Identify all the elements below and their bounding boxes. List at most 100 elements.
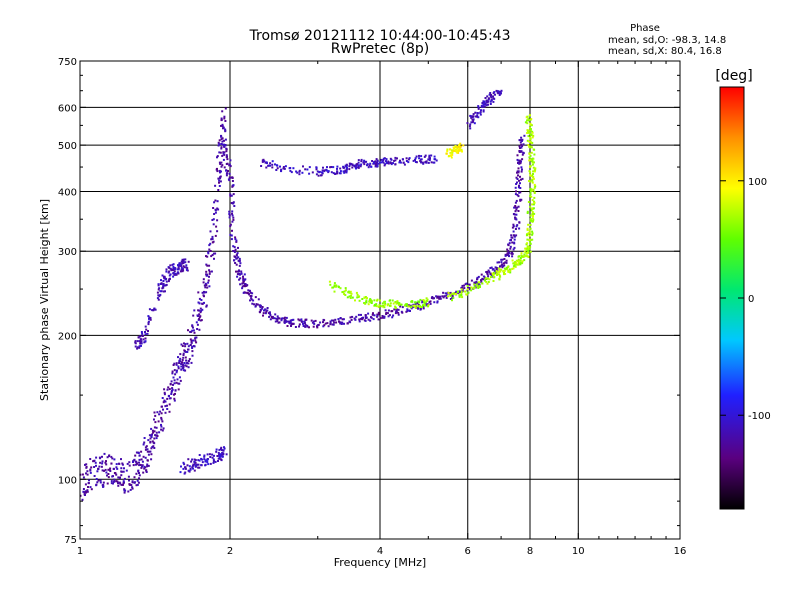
- data-point: [259, 311, 261, 314]
- data-point: [500, 268, 503, 271]
- data-point: [157, 298, 160, 301]
- data-point: [169, 397, 172, 400]
- data-point: [370, 316, 372, 319]
- data-point: [455, 146, 458, 149]
- data-point: [82, 488, 85, 490]
- data-point: [220, 453, 222, 456]
- data-point: [364, 319, 367, 322]
- data-point: [356, 163, 359, 166]
- data-point: [204, 282, 207, 285]
- data-point: [383, 164, 386, 167]
- data-point: [298, 323, 301, 326]
- data-point: [486, 277, 489, 280]
- data-point: [266, 162, 268, 165]
- data-point: [276, 167, 279, 170]
- data-point: [98, 465, 101, 468]
- data-point: [290, 323, 293, 326]
- data-point: [326, 322, 329, 325]
- data-point: [193, 331, 196, 334]
- data-point: [354, 166, 357, 169]
- data-point: [424, 301, 427, 304]
- data-point: [383, 316, 386, 319]
- data-point: [523, 134, 526, 137]
- data-point: [502, 265, 504, 268]
- data-point: [257, 298, 260, 301]
- data-point: [530, 118, 533, 121]
- data-point: [224, 120, 227, 122]
- data-point: [410, 307, 413, 310]
- data-point: [430, 297, 433, 299]
- data-point: [528, 159, 531, 162]
- data-point: [478, 281, 481, 284]
- data-point: [470, 121, 473, 124]
- grid-lines: [80, 61, 680, 539]
- data-point: [179, 264, 182, 267]
- data-point: [519, 150, 521, 153]
- data-point: [166, 388, 169, 391]
- data-point: [387, 309, 390, 312]
- data-point: [186, 351, 189, 353]
- data-point: [529, 250, 532, 253]
- data-point: [144, 337, 147, 340]
- data-point: [424, 154, 427, 157]
- data-point: [160, 405, 163, 408]
- data-point: [452, 292, 455, 295]
- data-point: [99, 479, 102, 482]
- data-point: [497, 90, 500, 93]
- data-point: [99, 481, 102, 484]
- data-point: [504, 253, 507, 256]
- data-point: [371, 313, 374, 316]
- data-point: [512, 262, 515, 265]
- data-point: [180, 362, 183, 365]
- y-tick-label: 100: [58, 475, 77, 486]
- data-point: [189, 344, 192, 346]
- data-point: [359, 317, 362, 320]
- data-point: [211, 235, 214, 238]
- data-point: [193, 469, 196, 472]
- data-point: [213, 213, 216, 215]
- data-point: [85, 472, 87, 475]
- data-point: [345, 168, 348, 170]
- data-point: [376, 298, 379, 301]
- data-point: [393, 159, 396, 162]
- data-point: [148, 434, 151, 437]
- data-point: [377, 318, 380, 321]
- data-point: [145, 471, 148, 473]
- data-point: [487, 97, 490, 100]
- data-point: [180, 365, 183, 368]
- data-point: [212, 252, 215, 255]
- data-point: [513, 246, 516, 249]
- data-point: [239, 283, 242, 286]
- data-point: [302, 325, 305, 327]
- data-point: [496, 261, 499, 264]
- data-point: [499, 90, 501, 93]
- data-point: [198, 313, 201, 316]
- data-point: [221, 455, 224, 458]
- data-point: [515, 218, 518, 221]
- data-point: [436, 296, 439, 299]
- data-point: [447, 155, 450, 158]
- data-point: [160, 425, 163, 428]
- data-point: [86, 490, 89, 493]
- data-point: [370, 301, 373, 304]
- data-point: [164, 290, 166, 293]
- data-point: [492, 95, 494, 98]
- data-point: [117, 476, 120, 479]
- data-point: [217, 460, 219, 462]
- data-point: [181, 361, 184, 364]
- data-point: [204, 286, 207, 289]
- data-point: [366, 163, 369, 166]
- data-point: [471, 121, 474, 124]
- data-point: [225, 453, 228, 456]
- data-point: [381, 305, 384, 308]
- data-point: [162, 401, 165, 404]
- data-point: [519, 139, 522, 142]
- data-point: [208, 244, 211, 247]
- data-point: [212, 218, 215, 221]
- data-point: [160, 418, 163, 421]
- data-point: [187, 260, 190, 263]
- data-point: [216, 207, 219, 210]
- data-point: [468, 283, 471, 286]
- data-point: [249, 291, 252, 294]
- data-point: [381, 315, 384, 317]
